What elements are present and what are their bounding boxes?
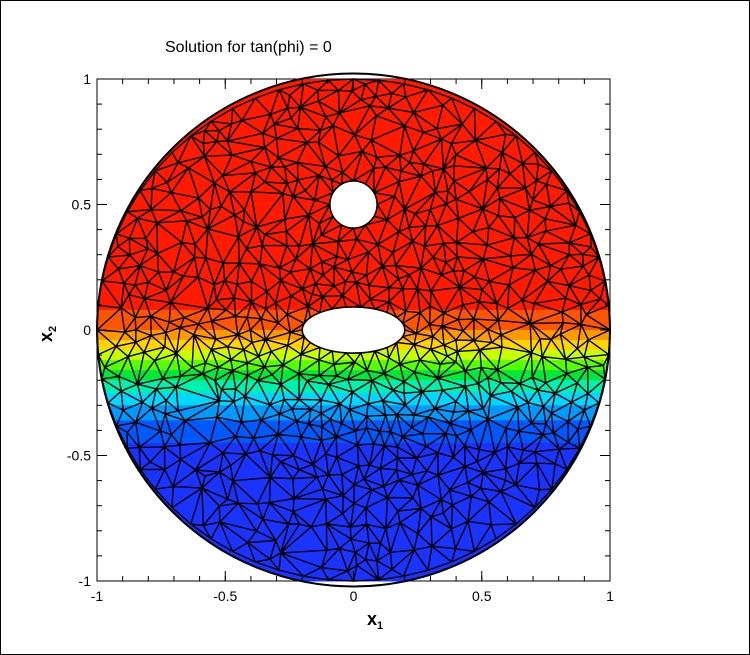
y-tick-label: -1 xyxy=(79,573,92,589)
chart-title: Solution for tan(phi) = 0 xyxy=(165,39,332,56)
x-tick-label: -1 xyxy=(91,588,104,604)
hole-boundary-center xyxy=(301,306,406,354)
x-tick-label: 1 xyxy=(606,588,614,604)
y-tick-label: 0 xyxy=(83,322,91,338)
color-band-4 xyxy=(97,350,610,361)
y-tick-label: -0.5 xyxy=(67,448,91,464)
axis-ticks: -1 -0.5 0 0.5 1 -1 -0.5 0 0.5 1 xyxy=(67,71,614,604)
x-tick-label: -0.5 xyxy=(213,588,237,604)
x-tick-label: 0 xyxy=(350,588,358,604)
mesh-edges xyxy=(97,78,610,582)
y-tick-label: 1 xyxy=(83,71,91,87)
x-tick-label: 0.5 xyxy=(472,588,492,604)
x-axis-label: x1 xyxy=(367,609,383,632)
solution-field xyxy=(97,78,610,582)
color-band-3 xyxy=(97,340,610,351)
y-axis-label: x2 xyxy=(36,326,59,342)
color-band-6 xyxy=(97,370,610,381)
hole-boundary-top xyxy=(329,180,378,229)
color-band-2 xyxy=(97,330,610,341)
y-tick-label: 0.5 xyxy=(72,197,92,213)
